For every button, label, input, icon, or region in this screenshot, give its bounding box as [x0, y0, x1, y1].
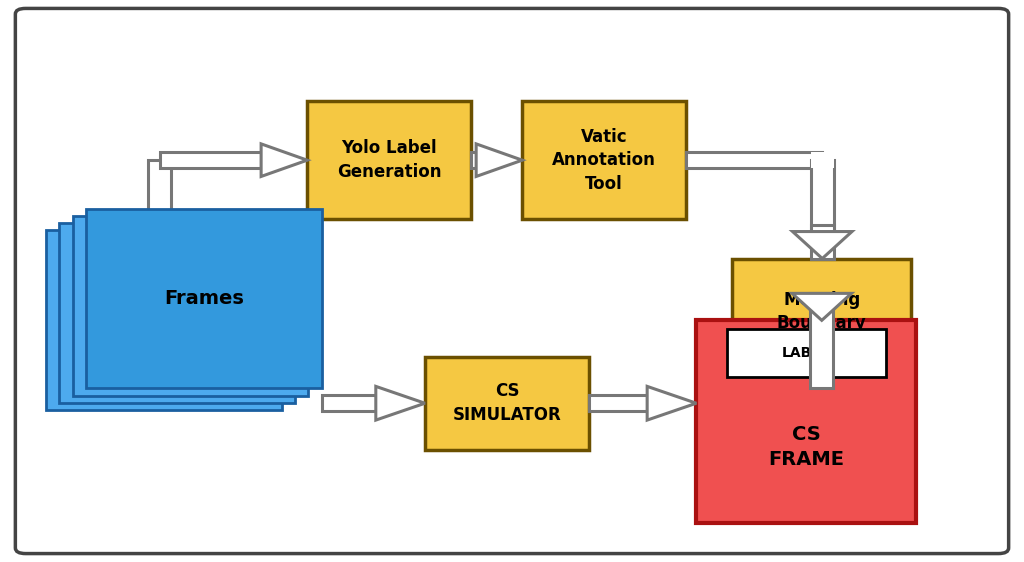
FancyBboxPatch shape — [811, 160, 834, 259]
Polygon shape — [476, 144, 522, 176]
FancyBboxPatch shape — [307, 101, 471, 219]
FancyBboxPatch shape — [46, 230, 282, 410]
FancyBboxPatch shape — [696, 320, 916, 523]
FancyBboxPatch shape — [522, 101, 686, 219]
FancyBboxPatch shape — [589, 396, 647, 411]
FancyBboxPatch shape — [322, 396, 376, 411]
Text: CS
FRAME: CS FRAME — [768, 425, 845, 469]
FancyBboxPatch shape — [425, 357, 589, 450]
FancyBboxPatch shape — [73, 216, 308, 396]
Text: Yolo Label
Generation: Yolo Label Generation — [337, 139, 441, 181]
Text: CS
SIMULATOR: CS SIMULATOR — [453, 382, 561, 424]
FancyBboxPatch shape — [471, 152, 476, 168]
FancyBboxPatch shape — [160, 152, 261, 168]
FancyBboxPatch shape — [86, 209, 322, 388]
FancyBboxPatch shape — [811, 225, 834, 232]
FancyBboxPatch shape — [148, 160, 171, 321]
FancyBboxPatch shape — [686, 152, 822, 168]
Polygon shape — [793, 232, 852, 259]
FancyBboxPatch shape — [727, 329, 886, 377]
Polygon shape — [647, 387, 696, 420]
Polygon shape — [261, 144, 307, 176]
FancyBboxPatch shape — [59, 223, 295, 403]
FancyBboxPatch shape — [811, 293, 834, 388]
FancyBboxPatch shape — [15, 8, 1009, 554]
Text: Vatic
Annotation
Tool: Vatic Annotation Tool — [552, 128, 656, 193]
FancyBboxPatch shape — [732, 259, 911, 388]
Text: Merging
Boundary
Boxes: Merging Boundary Boxes — [777, 291, 866, 356]
Text: LABEL: LABEL — [782, 346, 830, 360]
Polygon shape — [376, 387, 425, 420]
Polygon shape — [793, 293, 852, 320]
FancyBboxPatch shape — [811, 152, 834, 168]
Text: Frames: Frames — [164, 289, 244, 308]
